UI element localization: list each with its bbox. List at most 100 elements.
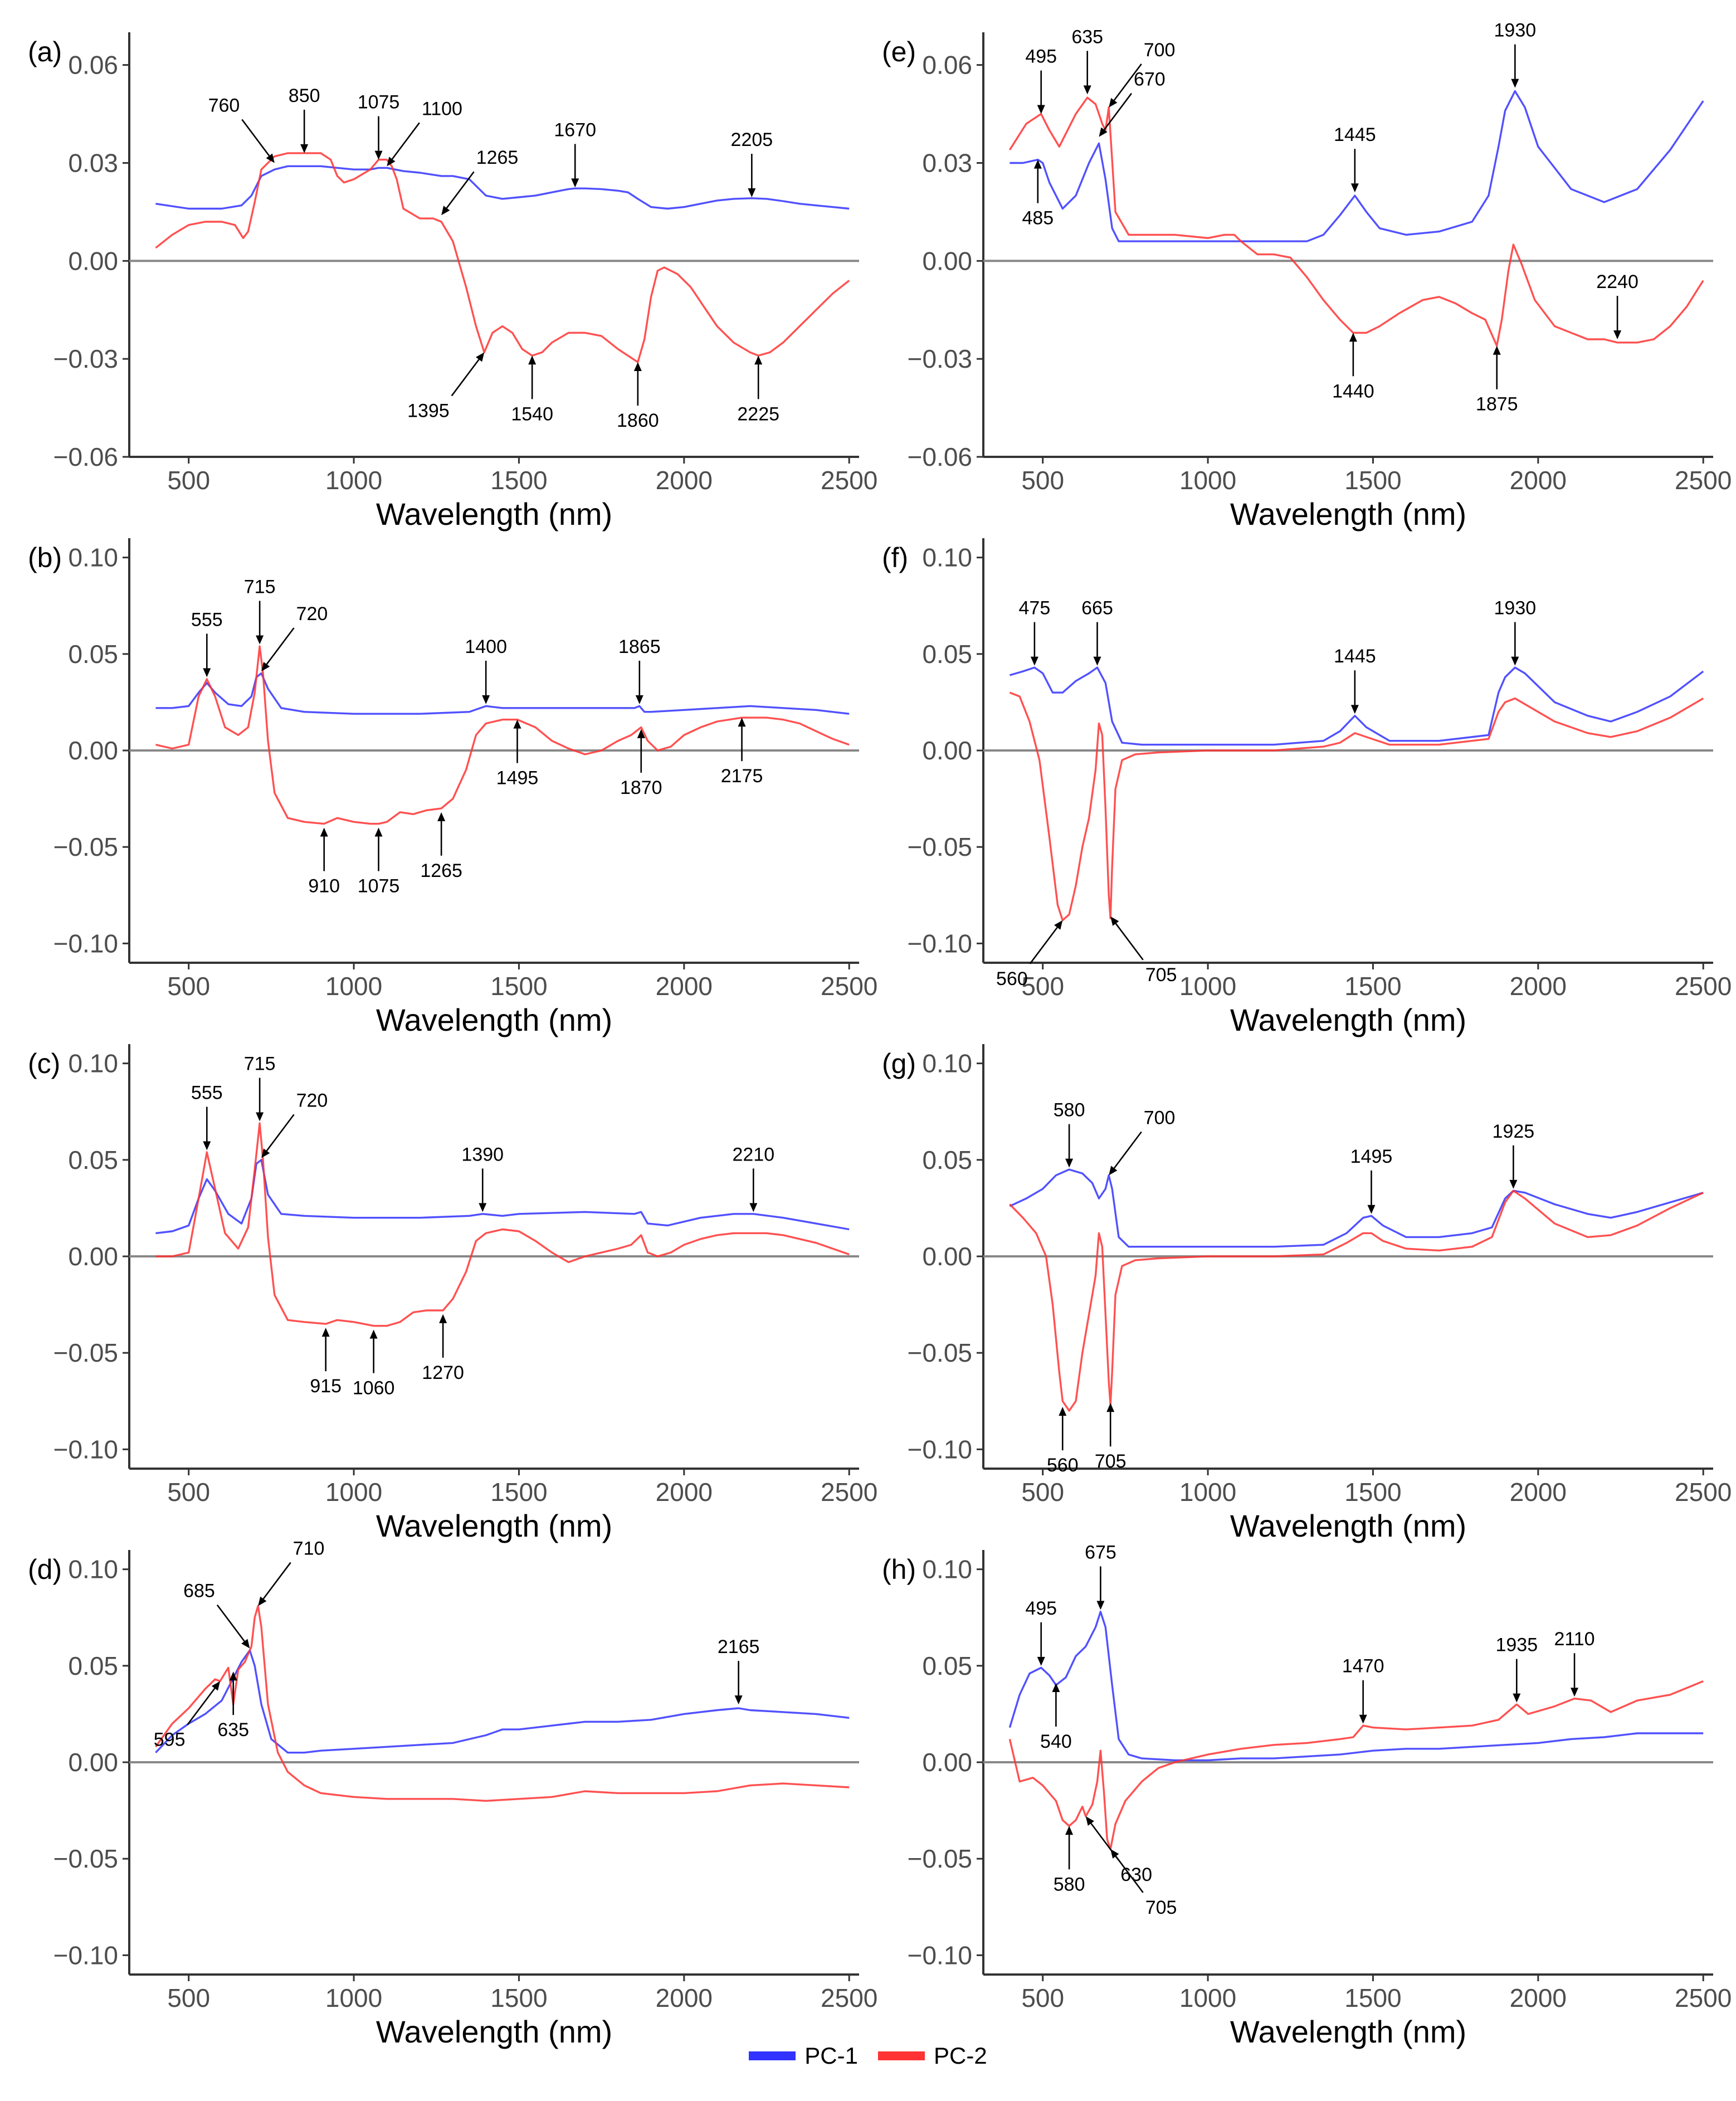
panel-a-annotation-arrowhead — [571, 178, 579, 188]
panel-f-series-pc-2 — [1009, 691, 1704, 922]
panel-c-tag: (c) — [28, 1048, 60, 1079]
panel-b-tag: (b) — [28, 542, 62, 573]
panel-d-x-tick-label: 2000 — [656, 1983, 713, 2012]
panel-g-x-tick-label: 1500 — [1344, 1478, 1401, 1507]
panel-d-annotation-label: 2165 — [718, 1636, 760, 1658]
panel-f-annotation-arrowhead — [1350, 705, 1359, 714]
panel-c-series-pc-2 — [155, 1122, 850, 1327]
panel-a-y-tick-label: 0.03 — [68, 148, 118, 177]
panel-d-series-pc-1 — [155, 1649, 850, 1754]
panel-g-annotation-label: 560 — [1047, 1455, 1079, 1476]
panel-h-annotation-arrowhead — [1085, 1816, 1094, 1826]
panel-b-annotation-label: 1400 — [465, 636, 507, 657]
panel-b-y-tick-label: −0.05 — [53, 832, 118, 861]
panel-b-annotation-arrowhead — [256, 635, 264, 645]
panel-b-series-pc-1 — [155, 672, 850, 715]
panel-e-x-axis-title: Wavelength (nm) — [1230, 496, 1466, 532]
panel-b-annotation-label: 910 — [308, 876, 340, 897]
panel-e-annotation-arrow — [1113, 64, 1142, 101]
panel-f-x-tick-label: 500 — [1021, 972, 1064, 1001]
panel-a-annotation-arrowhead — [300, 144, 309, 153]
panel-g-series-pc-1 — [1009, 1168, 1704, 1248]
panel-d-y-tick-label: −0.05 — [53, 1844, 118, 1873]
panel-d-annotation-arrow — [262, 1562, 291, 1600]
panel-a-annotation-label: 1860 — [617, 410, 659, 431]
panel-g-y-tick-label: −0.05 — [908, 1338, 972, 1367]
panel-g-annotation-arrowhead — [1065, 1158, 1074, 1168]
panel-f-annotation-label: 1445 — [1334, 646, 1376, 667]
panel-h-annotation-label: 1470 — [1342, 1656, 1384, 1677]
panel-a-x-tick-label: 1000 — [325, 466, 382, 495]
panel-a-annotation-arrowhead — [266, 153, 275, 163]
panel-c: (c) −0.10 −0.05 0.00 0.05 0.10 500 1000 1500 2000… — [28, 1044, 877, 1543]
panel-b-annotation-arrowhead — [482, 695, 490, 704]
panel-e-annotation-label: 1930 — [1494, 20, 1537, 41]
panel-d-annotation-label: 685 — [183, 1581, 215, 1602]
panel-d-annotation-arrowhead — [734, 1695, 743, 1705]
panel-c-x-tick-label: 1500 — [490, 1478, 547, 1507]
panel-a-x-tick-label: 1500 — [490, 466, 547, 495]
panel-e-annotation-arrowhead — [1099, 127, 1108, 137]
panel-c-y-tick-label: −0.10 — [53, 1435, 118, 1464]
panel-h-annotation-label: 495 — [1025, 1598, 1057, 1619]
panel-f-x-tick-label: 2500 — [1675, 972, 1732, 1001]
panel-a-series-pc-1 — [155, 165, 850, 210]
panel-g-y-tick-label: 0.00 — [922, 1242, 972, 1271]
panel-b-annotation-label: 1870 — [620, 777, 662, 798]
panel-b-annotation-arrowhead — [203, 668, 211, 677]
panel-e-annotation-label: 1445 — [1334, 124, 1376, 145]
panel-h-annotation-label: 580 — [1054, 1874, 1085, 1895]
panel-a-annotation-label: 760 — [208, 95, 240, 116]
panel-d-tag: (d) — [28, 1554, 62, 1585]
panel-b-annotation-label: 1265 — [420, 860, 462, 881]
panel-f-annotation-label: 1930 — [1494, 598, 1537, 619]
panel-c-x-tick-label: 1000 — [325, 1478, 382, 1507]
panel-c-y-tick-label: 0.00 — [68, 1242, 118, 1271]
panel-b-annotation-label: 555 — [191, 609, 223, 630]
panel-g-annotation-arrowhead — [1367, 1205, 1376, 1214]
panel-d-y-tick-label: 0.05 — [68, 1651, 118, 1680]
panel-e-annotation-arrowhead — [1493, 345, 1501, 355]
panel-b-annotation-arrowhead — [320, 827, 328, 837]
panel-d-x-tick-label: 1000 — [325, 1983, 382, 2012]
panel-e-y-tick-label: 0.00 — [922, 246, 972, 275]
panel-b-annotation-label: 715 — [244, 577, 276, 598]
panel-g-annotation-arrowhead — [1109, 1166, 1118, 1176]
panel-c-y-tick-label: −0.05 — [53, 1338, 118, 1367]
panel-c-annotation-label: 720 — [296, 1090, 328, 1111]
panel-h-annotation-label: 540 — [1040, 1731, 1072, 1752]
panel-e-annotation-arrowhead — [1350, 183, 1359, 193]
panel-h-annotation-label: 630 — [1120, 1864, 1152, 1885]
panel-e: (e) −0.06 −0.03 0.00 0.03 0.06 500 1000 1500 2000… — [882, 20, 1732, 532]
panel-f-annotation-label: 705 — [1145, 964, 1177, 986]
panel-e-y-tick-label: −0.06 — [908, 442, 972, 471]
panel-e-annotation-arrowhead — [1033, 159, 1042, 169]
panel-c-annotation-arrow — [266, 1114, 295, 1152]
panel-a-y-tick-label: −0.06 — [53, 442, 118, 471]
panel-h-annotation-label: 675 — [1085, 1542, 1116, 1563]
panel-b-series-pc-2 — [155, 645, 850, 825]
legend-swatch-pc2 — [878, 2051, 925, 2060]
panel-d-x-tick-label: 500 — [167, 1983, 210, 2012]
panel-e-series-pc-2 — [1008, 96, 1704, 347]
panel-a-annotation-arrow — [391, 122, 420, 160]
panel-b-annotation-label: 1865 — [618, 636, 661, 657]
panel-c-annotation-arrowhead — [256, 1112, 264, 1122]
panel-e-annotation-arrow — [1104, 92, 1133, 130]
panel-c-annotation-label: 555 — [191, 1083, 223, 1104]
panel-h-annotation-arrowhead — [1065, 1826, 1074, 1835]
panel-e-annotation-label: 1875 — [1476, 394, 1518, 415]
panel-c-x-tick-label: 2000 — [656, 1478, 713, 1507]
panel-d-annotation-arrowhead — [258, 1596, 267, 1606]
panel-a-annotation-arrow — [451, 359, 480, 397]
panel-c-series-pc-1 — [155, 1159, 850, 1235]
panel-g-y-tick-label: −0.10 — [908, 1435, 972, 1464]
panel-f-annotation-label: 475 — [1019, 598, 1051, 619]
panel-e-annotation-arrowhead — [1511, 79, 1519, 88]
panel-b-y-tick-label: 0.05 — [68, 640, 118, 669]
panel-b-annotation-arrow — [266, 627, 295, 665]
panel-b-annotation-arrowhead — [738, 718, 746, 727]
panel-a-annotation-label: 1265 — [476, 147, 519, 168]
legend: PC-1 PC-2 — [0, 2034, 1736, 2078]
